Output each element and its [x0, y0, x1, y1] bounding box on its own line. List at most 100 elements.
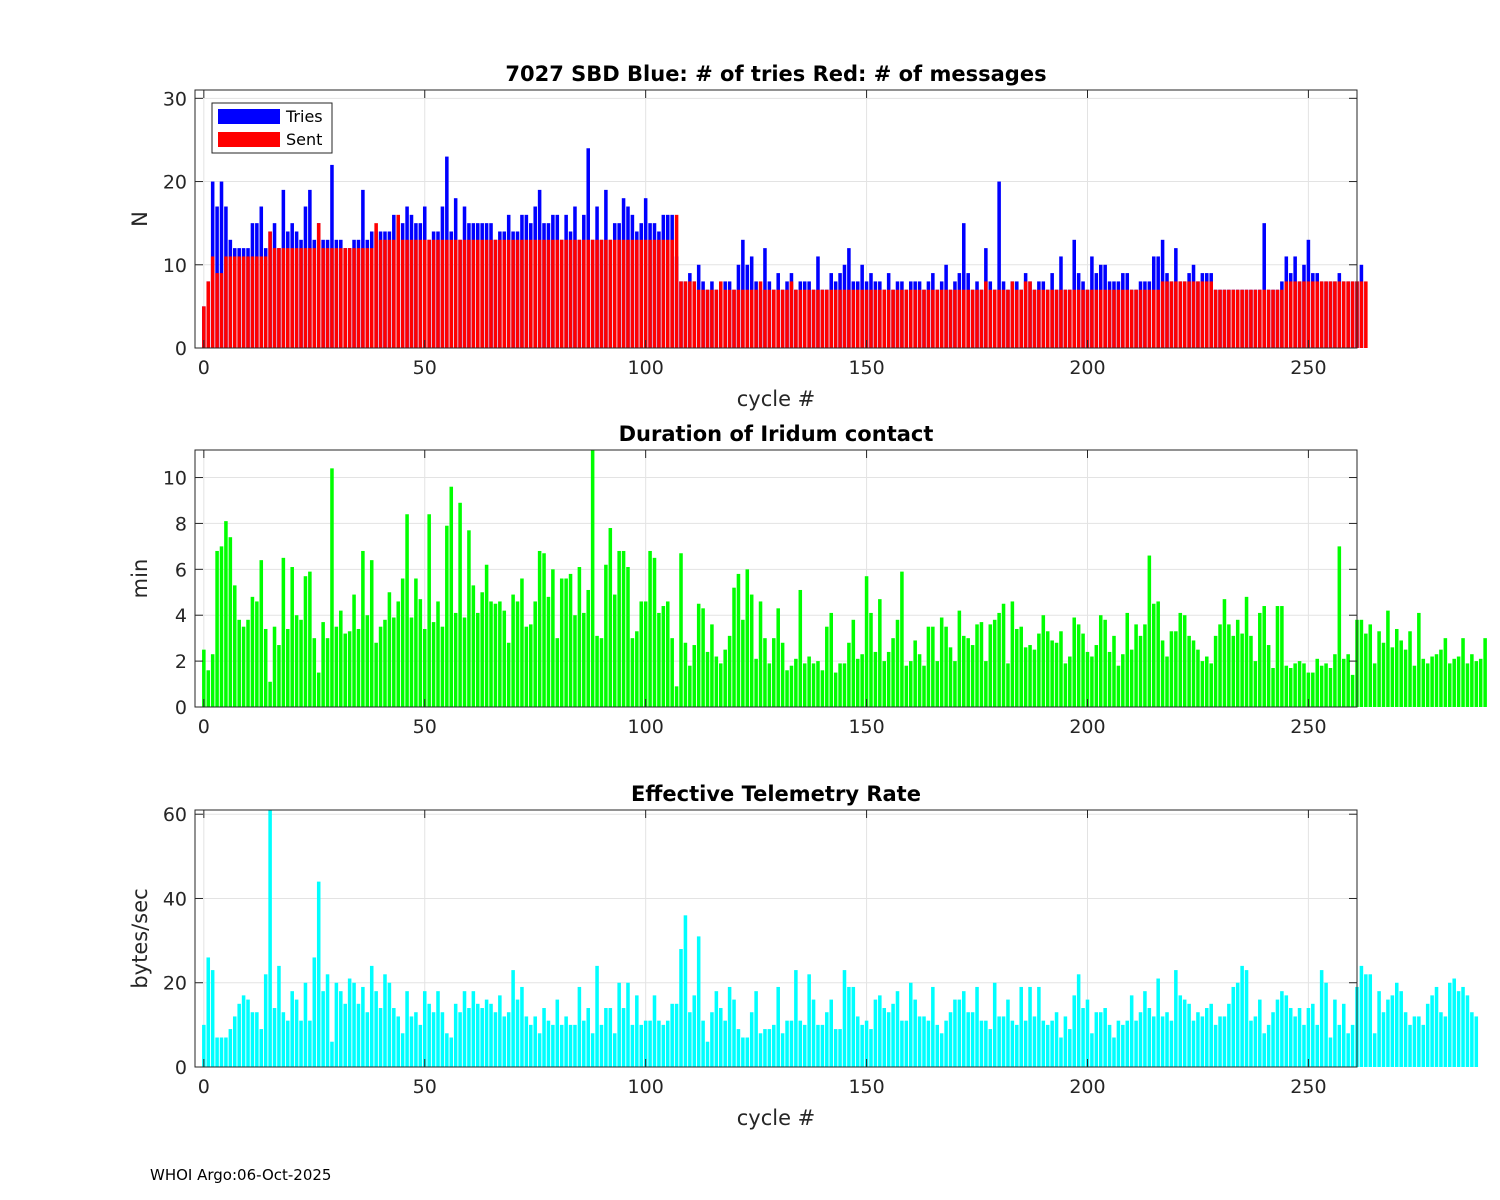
bar [1280, 289, 1284, 348]
bar [1103, 1008, 1107, 1067]
bar [1333, 654, 1337, 707]
bar [515, 239, 520, 348]
bar [1253, 1016, 1258, 1067]
bar [789, 665, 794, 707]
bar [1302, 281, 1306, 348]
bar [1417, 612, 1421, 707]
bar [458, 502, 462, 707]
bar [250, 256, 255, 348]
bar [369, 560, 374, 707]
bar [670, 638, 674, 707]
bar [586, 1008, 590, 1067]
bar [520, 986, 524, 1067]
bar [696, 603, 701, 707]
bar [878, 289, 882, 348]
bar [286, 628, 290, 707]
y-tick-label: 6 [175, 559, 187, 581]
bar [979, 289, 984, 348]
bar [741, 289, 745, 348]
bar [1156, 978, 1160, 1067]
bar [325, 248, 330, 348]
y-tick-label: 10 [163, 468, 187, 490]
bar [970, 645, 975, 707]
bar [440, 1012, 445, 1067]
bar [860, 289, 864, 348]
bar [939, 289, 944, 348]
bar [202, 1024, 206, 1067]
bar [1359, 619, 1364, 707]
bar [975, 624, 979, 707]
bar [431, 622, 436, 707]
y-tick-label: 4 [175, 605, 187, 627]
bar [1394, 628, 1399, 707]
bar [1103, 619, 1107, 707]
bar [648, 550, 652, 707]
bar [1483, 638, 1487, 707]
bar [467, 530, 471, 707]
bar [701, 608, 705, 707]
bar [1430, 995, 1434, 1067]
bar [732, 999, 736, 1067]
bar [776, 289, 780, 348]
bar [1244, 596, 1249, 707]
bar [1006, 289, 1010, 348]
bar [440, 626, 445, 707]
legend-swatch [218, 132, 280, 147]
bar [886, 1012, 891, 1067]
bar [555, 638, 560, 707]
bar [378, 626, 383, 707]
plot-area [195, 90, 1357, 348]
bar [1399, 991, 1403, 1067]
bar [1394, 982, 1399, 1067]
bar [1266, 645, 1271, 707]
bar [944, 626, 948, 707]
bar [228, 256, 233, 348]
bar [259, 256, 264, 348]
bar [1359, 965, 1364, 1067]
bar [683, 915, 688, 1067]
bar [1191, 281, 1196, 348]
bar [369, 248, 374, 348]
x-tick-label: 250 [1290, 1076, 1326, 1098]
bar [1068, 656, 1072, 707]
bar [842, 663, 847, 707]
bar [1200, 661, 1205, 707]
bar [643, 601, 648, 707]
bar [1306, 1008, 1311, 1067]
bar [352, 248, 356, 348]
bar [723, 649, 727, 707]
bar [736, 289, 741, 348]
bar [551, 1024, 555, 1067]
bar [988, 624, 993, 707]
bar [1059, 1037, 1063, 1067]
bar [723, 289, 727, 348]
bar [250, 596, 255, 707]
bar [582, 1020, 586, 1067]
bar [970, 1012, 975, 1067]
bar [696, 289, 701, 348]
bar [573, 239, 577, 348]
bar [1187, 635, 1191, 707]
bar [1443, 1016, 1448, 1067]
bar [1222, 599, 1227, 707]
bar [436, 239, 440, 348]
bar [1116, 1020, 1121, 1067]
bar [873, 651, 878, 707]
bar [232, 1016, 237, 1067]
bar [582, 612, 586, 707]
bar [997, 1016, 1001, 1067]
bar [277, 248, 281, 348]
bar [1231, 635, 1236, 707]
bar [524, 239, 529, 348]
chart-title: Duration of Iridum contact [619, 422, 934, 446]
bar [1213, 635, 1218, 707]
bar [237, 256, 241, 348]
bar [520, 239, 524, 348]
bar [440, 239, 445, 348]
bar [436, 601, 440, 707]
bar [710, 624, 714, 707]
bar [568, 239, 573, 348]
bar [953, 999, 957, 1067]
bar [1341, 1003, 1346, 1067]
bar [1121, 289, 1125, 348]
